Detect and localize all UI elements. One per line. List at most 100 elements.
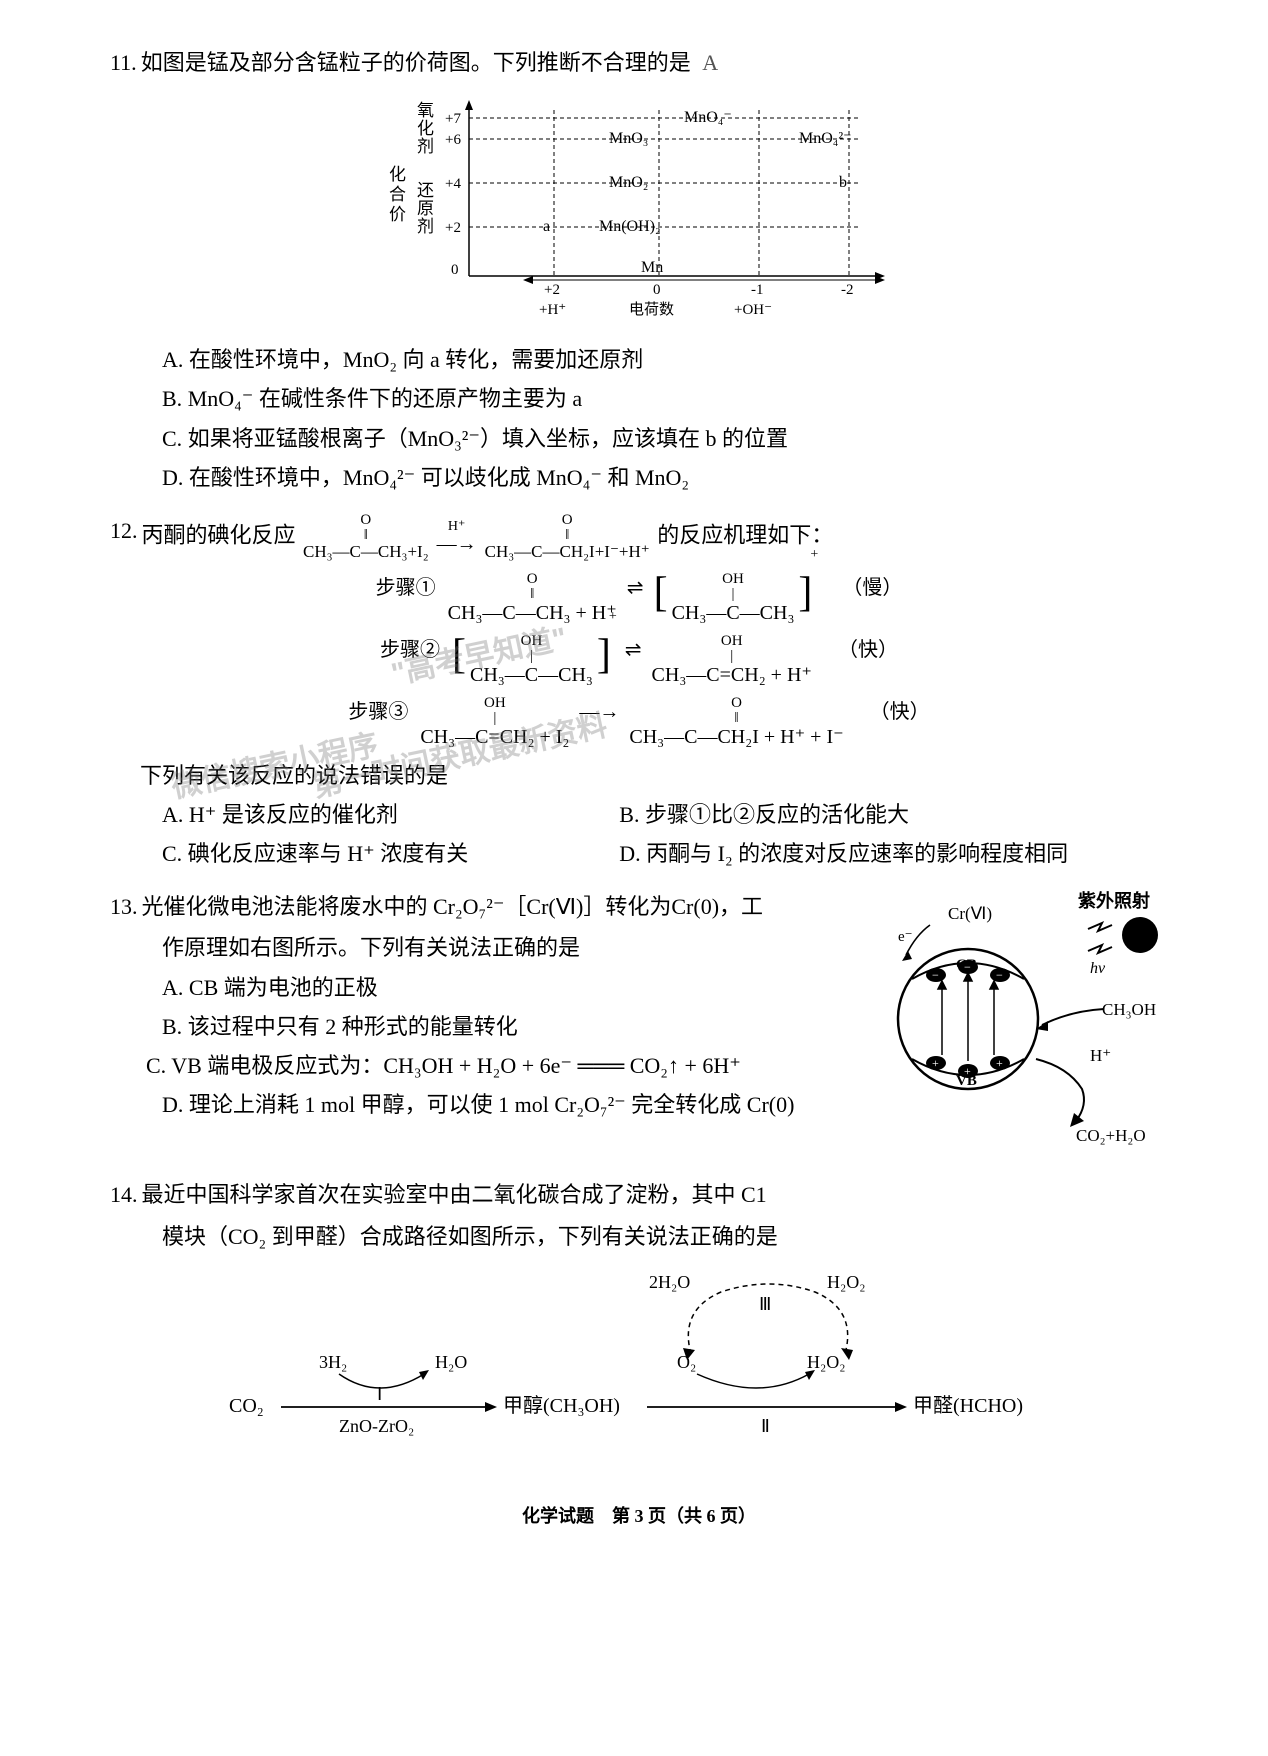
ytick2: +2 bbox=[445, 220, 461, 236]
step3-speed: （快） bbox=[870, 696, 930, 748]
q11-opt-b: B. MnO₄⁻ 在碱性条件下的还原产物主要为 a bbox=[162, 381, 1168, 416]
question-12: 12. 丙酮的碘化反应 O‖CH₃—C—CH₃+I₂ H⁺―→ O‖CH₃—C—… bbox=[110, 513, 1168, 871]
pt-mno2: MnO₂ bbox=[609, 174, 648, 191]
q14-stem-l1: 最近中国科学家首次在实验室中由二氧化碳合成了淀粉，其中 C1 bbox=[142, 1177, 1169, 1212]
q13-opt-d-text: 理论上消耗 1 mol 甲醇，可以使 1 mol Cr₂O₇²⁻ 完全转化成 C… bbox=[189, 1092, 795, 1117]
crvi-label: Cr(Ⅵ) bbox=[948, 904, 992, 923]
step1-speed: （慢） bbox=[842, 572, 902, 624]
q12-opt-c: C. 碘化反应速率与 H⁺ 浓度有关 bbox=[162, 836, 619, 871]
svg-text:−: − bbox=[964, 960, 971, 974]
q11-stem: 如图是锰及部分含锰粒子的价荷图。下列推断不合理的是 A bbox=[141, 45, 1168, 80]
ylabel-ox2: 化 bbox=[417, 119, 434, 138]
q13-opt-a: A. CB 端为电池的正极 bbox=[162, 970, 848, 1005]
q12-head: 12. 丙酮的碘化反应 O‖CH₃—C—CH₃+I₂ H⁺―→ O‖CH₃—C—… bbox=[110, 513, 1168, 562]
q13-opt-b: B. 该过程中只有 2 种形式的能量转化 bbox=[162, 1009, 848, 1044]
q12-stem-prefix: 丙酮的碘化反应 bbox=[142, 522, 296, 547]
q12-step2: 步骤② [ OH|CH₃—C—CH₃ ]+ ⇌ OH|CH₃—C=CH₂ + H… bbox=[110, 634, 1168, 686]
ytick7: +7 bbox=[445, 111, 461, 127]
xtickm2: -2 bbox=[841, 282, 854, 298]
svg-text:−: − bbox=[932, 968, 939, 982]
q12-opt-d: D. 丙酮与 I₂ 的浓度对反应速率的影响程度相同 bbox=[619, 836, 1168, 871]
x-axis2-arrow-l bbox=[523, 276, 533, 284]
q11-opt-d: D. 在酸性环境中，MnO₄²⁻ 可以歧化成 MnO₄⁻ 和 MnO₂ bbox=[162, 460, 1168, 495]
pt-mno3: MnO₃ bbox=[609, 130, 648, 147]
q13-head: 13. 光催化微电池法能将废水中的 Cr₂O₇²⁻［Cr(Ⅵ)］转化为Cr(0)… bbox=[110, 889, 848, 924]
p1-cat: ZnO-ZrO₂ bbox=[339, 1416, 414, 1436]
q12-opt-c-text: 碘化反应速率与 H⁺ 浓度有关 bbox=[188, 841, 469, 866]
p2-label: Ⅱ bbox=[761, 1416, 770, 1436]
xlabel: 电荷数 bbox=[629, 301, 674, 318]
p3-label: Ⅲ bbox=[759, 1294, 771, 1314]
q14-number: 14. bbox=[110, 1177, 138, 1212]
svg-text:+: + bbox=[964, 1064, 971, 1078]
pt-mn: Mn bbox=[641, 259, 663, 276]
q12-opt-b-text: 步骤①比②反应的活化能大 bbox=[645, 802, 909, 827]
node-co2: CO₂ bbox=[229, 1395, 264, 1417]
ylabel-val3: 价 bbox=[389, 205, 406, 224]
e-label: e⁻ bbox=[898, 929, 913, 945]
co2h2o-label: CO₂+H₂O bbox=[1076, 1126, 1146, 1145]
q13-opt-c: C. VB 端电极反应式为：CH₃OH + H₂O + 6e⁻ ═══ CO₂↑… bbox=[146, 1048, 848, 1083]
q11-diagram: 氧 化 剂 化 合 价 还 原 剂 +7 +6 +4 +2 0 bbox=[110, 88, 1168, 328]
xtick0: 0 bbox=[653, 282, 661, 298]
ray2 bbox=[1088, 945, 1112, 953]
q11-number: 11. bbox=[110, 45, 137, 80]
arrow1-head bbox=[485, 1402, 497, 1412]
step2-speed: （快） bbox=[838, 634, 898, 686]
q13-opt-b-text: 该过程中只有 2 种形式的能量转化 bbox=[188, 1014, 518, 1039]
node-ch3oh: 甲醇(CH₃OH) bbox=[503, 1394, 620, 1417]
q12-stem: 丙酮的碘化反应 O‖CH₃—C—CH₃+I₂ H⁺―→ O‖CH₃—C—CH₂I… bbox=[142, 513, 1169, 562]
q11-head: 11. 如图是锰及部分含锰粒子的价荷图。下列推断不合理的是 A bbox=[110, 45, 1168, 80]
q12-opt-a: A. H⁺ 是该反应的催化剂 bbox=[162, 797, 619, 832]
xtickm1: -1 bbox=[751, 282, 764, 298]
q12-step3: 步骤③ OH|CH₃—C=CH₂ + I₂ ―→ O‖CH₃—C—CH₂I + … bbox=[110, 696, 1168, 748]
pt-mnoh2: Mn(OH)₂ bbox=[599, 218, 661, 235]
ytick0: 0 bbox=[451, 262, 459, 278]
p3-in: 2H₂O bbox=[649, 1272, 690, 1292]
q11-annotation: A bbox=[702, 50, 718, 75]
question-13: 13. 光催化微电池法能将废水中的 Cr₂O₇²⁻［Cr(Ⅵ)］转化为Cr(0)… bbox=[110, 889, 1168, 1159]
q13-diagram: 紫外照射 hv Cr(Ⅵ) e⁻ CB VB − − − + bbox=[848, 889, 1168, 1159]
node-hcho: 甲醛(HCHO) bbox=[913, 1394, 1023, 1417]
p2-curve bbox=[697, 1374, 809, 1388]
hv-label: hv bbox=[1090, 960, 1106, 977]
uv-label: 紫外照射 bbox=[1078, 890, 1150, 911]
xsuboh: +OH⁻ bbox=[734, 302, 772, 318]
q11-opt-a: A. 在酸性环境中，MnO₂ 向 a 转化，需要加还原剂 bbox=[162, 342, 1168, 377]
ray1 bbox=[1088, 923, 1112, 931]
ch3oh-label: CH₃OH bbox=[1102, 1000, 1156, 1019]
h-label: H⁺ bbox=[1090, 1046, 1111, 1065]
ylabel-val1: 化 bbox=[389, 165, 406, 184]
q11-opt-c-text: 如果将亚锰酸根离子（MnO₃²⁻）填入坐标，应该填在 b 的位置 bbox=[188, 426, 788, 451]
p1-in: 3H₂ bbox=[319, 1352, 347, 1372]
q13-number: 13. bbox=[110, 889, 138, 924]
q13-opt-d: D. 理论上消耗 1 mol 甲醇，可以使 1 mol Cr₂O₇²⁻ 完全转化… bbox=[162, 1087, 848, 1122]
q12-number: 12. bbox=[110, 513, 138, 548]
svg-text:−: − bbox=[996, 968, 1003, 982]
ch3oh-arrow bbox=[1042, 1009, 1104, 1025]
pt-mno42m: MnO₄²⁻ bbox=[799, 130, 852, 147]
p2-out: H₂O₂ bbox=[807, 1352, 846, 1372]
q11-opt-c: C. 如果将亚锰酸根离子（MnO₃²⁻）填入坐标，应该填在 b 的位置 bbox=[162, 421, 1168, 456]
pt-mno4m: MnO₄⁻ bbox=[684, 109, 732, 126]
q11-opt-a-text: 在酸性环境中，MnO₂ 向 a 转化，需要加还原剂 bbox=[189, 347, 643, 372]
pt-b: b bbox=[839, 174, 847, 191]
p1-out: H₂O bbox=[435, 1352, 467, 1372]
step2-label: 步骤② bbox=[380, 634, 440, 686]
q11-opt-b-text: MnO₄⁻ 在碱性条件下的还原产物主要为 a bbox=[188, 386, 583, 411]
q13-svg: 紫外照射 hv Cr(Ⅵ) e⁻ CB VB − − − + bbox=[858, 889, 1168, 1149]
q14-head: 14. 最近中国科学家首次在实验室中由二氧化碳合成了淀粉，其中 C1 bbox=[110, 1177, 1168, 1212]
page-footer: 化学试题 第 3 页（共 6 页） bbox=[110, 1502, 1168, 1531]
q13-stem-l1: 光催化微电池法能将废水中的 Cr₂O₇²⁻［Cr(Ⅵ)］转化为Cr(0)，工 bbox=[142, 889, 849, 924]
ylabel-red1: 还 bbox=[417, 181, 434, 200]
svg-text:+: + bbox=[932, 1056, 939, 1070]
q12-opt-a-text: H⁺ 是该反应的催化剂 bbox=[189, 802, 398, 827]
arrow2-head bbox=[895, 1402, 907, 1412]
out-arrow bbox=[1036, 1059, 1084, 1121]
out-arrowhead bbox=[1070, 1113, 1084, 1127]
q13-opt-a-text: CB 端为电池的正极 bbox=[189, 975, 378, 1000]
xtick2: +2 bbox=[544, 282, 560, 298]
q12-substem: 下列有关该反应的说法错误的是 bbox=[140, 758, 1168, 793]
y-axis-arrow bbox=[465, 100, 473, 110]
arrow-top: H⁺ bbox=[448, 520, 466, 534]
